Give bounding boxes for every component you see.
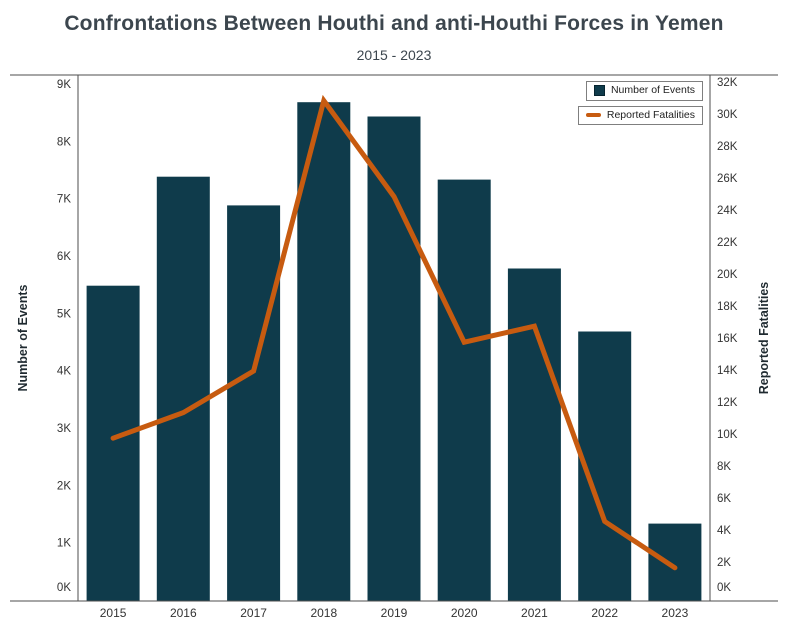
legend-item-events: Number of Events [585,81,703,101]
left-tick-1K: 1K [57,538,71,550]
line-swatch-icon [585,113,601,118]
bar-2021 [507,268,561,601]
right-tick-24K: 24K [717,205,738,217]
x-tick-2017: 2017 [240,606,267,620]
right-tick-10K: 10K [717,429,738,441]
x-tick-2019: 2019 [381,606,408,620]
x-tick-2018: 2018 [310,606,337,620]
left-tick-0K: 0K [57,582,71,594]
chart-legend: Number of Events Reported Fatalities [577,81,703,126]
right-tick-28K: 28K [717,141,738,153]
right-tick-26K: 26K [717,173,738,185]
right-tick-20K: 20K [717,269,738,281]
left-tick-3K: 3K [57,423,71,435]
left-tick-9K: 9K [57,79,71,91]
right-tick-8K: 8K [717,461,731,473]
bar-2017 [227,205,281,601]
right-tick-30K: 30K [717,109,738,121]
x-tick-2022: 2022 [591,606,618,620]
right-tick-4K: 4K [717,525,731,537]
right-tick-32K: 32K [717,77,738,89]
right-tick-22K: 22K [717,237,738,249]
right-axis-title: Reported Fatalities [757,282,771,395]
right-tick-14K: 14K [717,365,738,377]
legend-item-fatalities: Reported Fatalities [577,105,703,126]
bar-2023 [648,523,702,601]
legend-label: Reported Fatalities [606,108,695,121]
bar-2019 [367,116,421,601]
right-tick-6K: 6K [717,493,731,505]
right-tick-0K: 0K [717,582,731,594]
right-tick-12K: 12K [717,397,738,409]
left-tick-7K: 7K [57,194,71,206]
right-tick-2K: 2K [717,557,731,569]
bar-swatch-icon [593,85,605,97]
x-tick-2016: 2016 [170,606,197,620]
left-tick-4K: 4K [57,366,71,378]
bar-2015 [86,285,140,601]
x-tick-2020: 2020 [451,606,478,620]
left-tick-5K: 5K [57,308,71,320]
x-tick-2023: 2023 [662,606,689,620]
bar-2018 [297,102,351,601]
left-axis-title: Number of Events [16,284,30,391]
chart-subtitle: 2015 - 2023 [356,47,432,63]
bar-2020 [437,179,491,601]
x-tick-2021: 2021 [521,606,548,620]
fatalities-line [110,94,678,571]
right-tick-16K: 16K [717,333,738,345]
right-tick-18K: 18K [717,301,738,313]
bar-2016 [156,176,210,601]
chart-title: Confrontations Between Houthi and anti-H… [64,12,724,35]
legend-label: Number of Events [610,84,695,96]
left-tick-8K: 8K [57,136,71,148]
left-tick-6K: 6K [57,251,71,263]
left-tick-2K: 2K [57,480,71,492]
x-tick-2015: 2015 [100,606,127,620]
